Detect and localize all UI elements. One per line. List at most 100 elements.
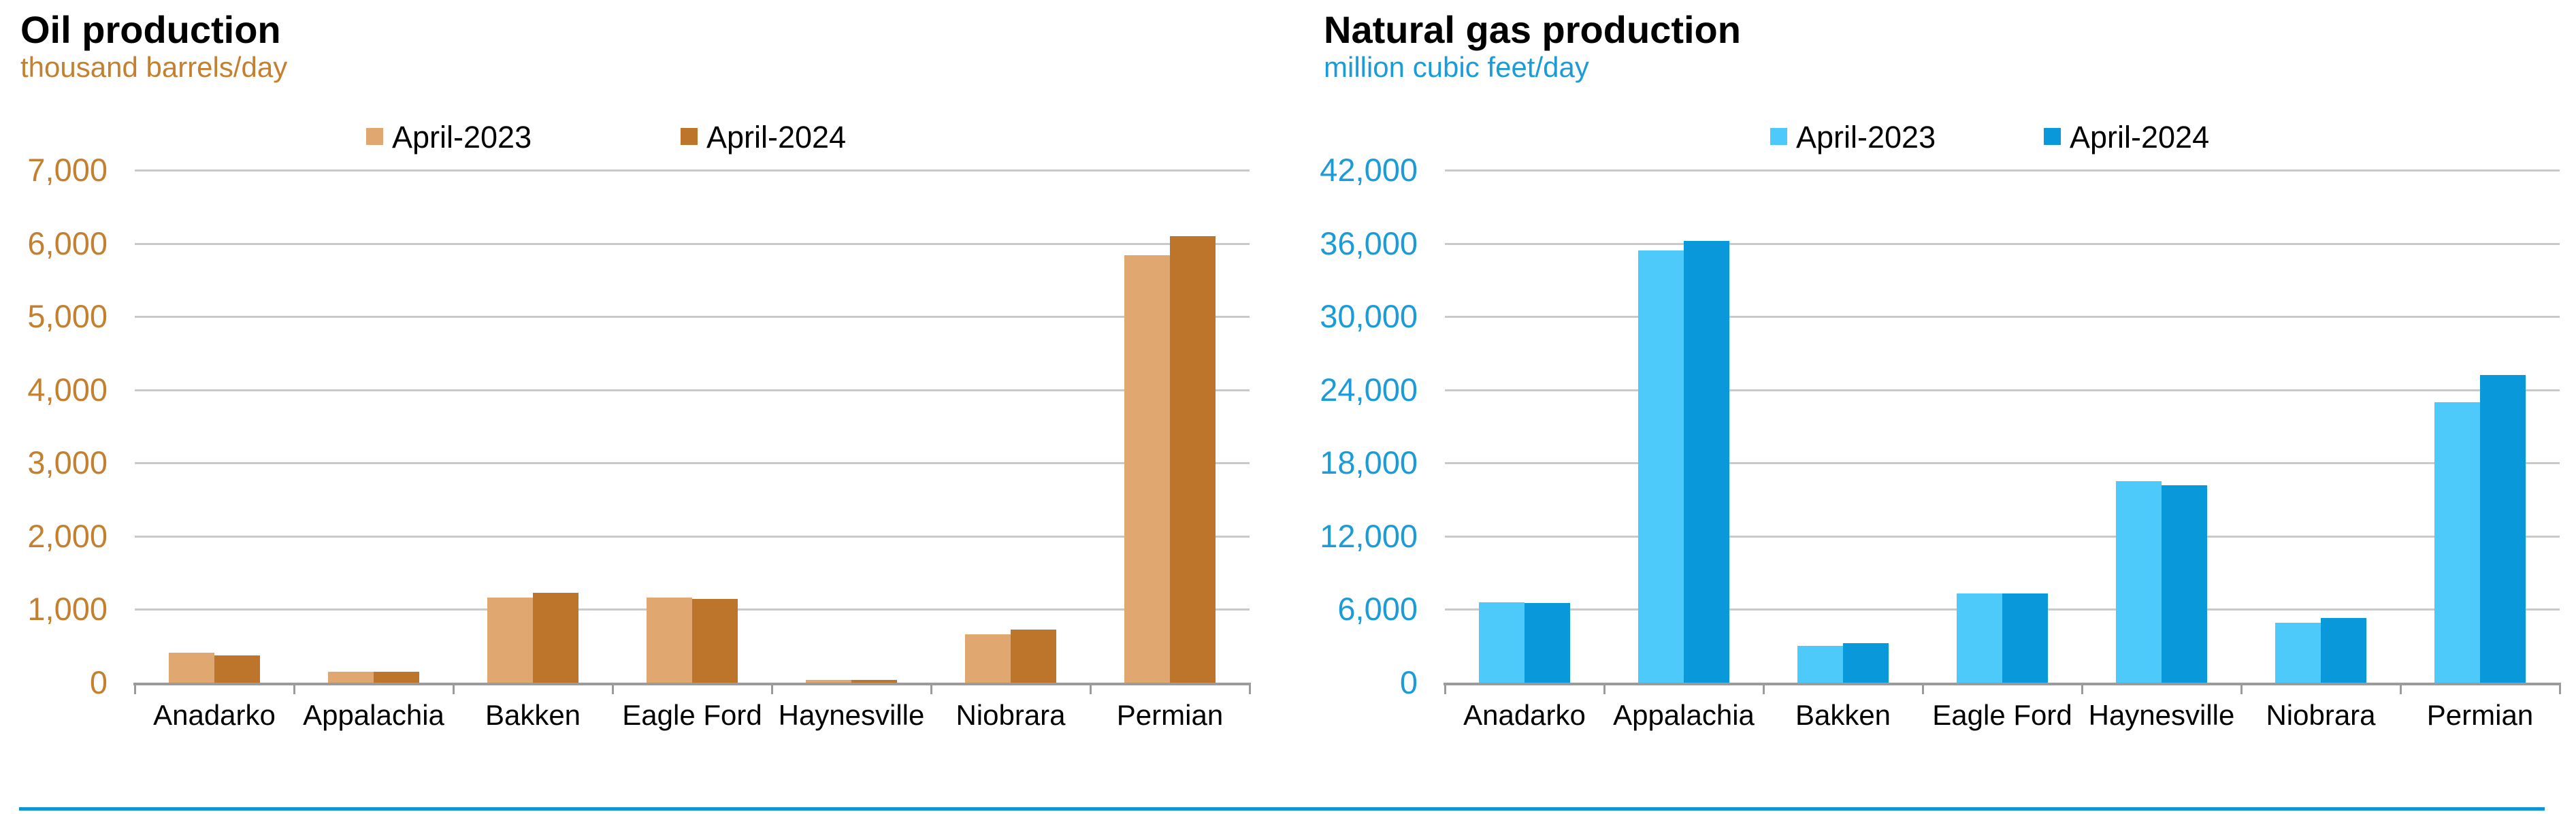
gas-bar-permian-april-2023: [2434, 402, 2480, 683]
gas-category-label-bakken: Bakken: [1795, 699, 1891, 731]
gas-legend-label-april-2023: April-2023: [1796, 120, 1936, 154]
oil-x-tick-3: [612, 683, 614, 694]
oil-ytick-label-6000: 6,000: [27, 225, 108, 261]
oil-ytick-label-7000: 7,000: [27, 152, 108, 188]
oil-legend-label-april-2023: April-2023: [392, 120, 532, 154]
oil-bar-anadarko-april-2023: [169, 653, 214, 683]
gas-x-tick-3: [1922, 683, 1924, 694]
oil-category-label-appalachia: Appalachia: [303, 699, 444, 731]
gas-ytick-label-12000: 12,000: [1320, 518, 1418, 554]
gas-bar-haynesville-april-2024: [2162, 485, 2207, 683]
oil-gridline-6000: [135, 243, 1250, 245]
oil-x-tick-6: [1090, 683, 1092, 694]
gas-bar-permian-april-2024: [2480, 375, 2526, 683]
gas-gridline-30000: [1445, 316, 2560, 318]
oil-x-tick-7: [1249, 683, 1251, 694]
gas-legend-swatch-april-2024: [2044, 128, 2061, 145]
oil-ytick-label-3000: 3,000: [27, 444, 108, 481]
oil-bar-bakken-april-2023: [487, 598, 533, 683]
oil-bar-eagle-ford-april-2023: [647, 598, 692, 683]
oil-bar-bakken-april-2024: [533, 593, 578, 683]
oil-bar-niobrara-april-2024: [1011, 630, 1056, 683]
oil-category-label-niobrara: Niobrara: [956, 699, 1066, 731]
gas-category-label-permian: Permian: [2426, 699, 2534, 731]
gas-x-tick-0: [1444, 683, 1446, 694]
gas-bar-anadarko-april-2023: [1479, 602, 1525, 683]
gas-bar-bakken-april-2024: [1843, 643, 1889, 683]
gas-bar-haynesville-april-2023: [2116, 481, 2162, 683]
gas-ytick-label-24000: 24,000: [1320, 372, 1418, 408]
oil-x-tick-2: [453, 683, 455, 694]
gas-ytick-label-36000: 36,000: [1320, 225, 1418, 261]
oil-gridline-5000: [135, 316, 1250, 318]
gas-bar-appalachia-april-2023: [1638, 250, 1684, 683]
gas-bar-bakken-april-2023: [1797, 646, 1843, 683]
oil-ytick-label-1000: 1,000: [27, 591, 108, 627]
gas-legend-swatch-april-2023: [1770, 128, 1787, 145]
gas-category-label-appalachia: Appalachia: [1613, 699, 1755, 731]
gas-gridline-24000: [1445, 389, 2560, 391]
oil-category-label-haynesville: Haynesville: [778, 699, 925, 731]
oil-gridline-2000: [135, 536, 1250, 538]
gas-chart-title: Natural gas production: [1324, 8, 1741, 51]
oil-gridline-3000: [135, 462, 1250, 464]
oil-x-tick-0: [134, 683, 136, 694]
oil-legend-swatch-april-2023: [366, 128, 383, 145]
gas-x-tick-2: [1763, 683, 1765, 694]
oil-ytick-label-0: 0: [89, 664, 108, 700]
gas-x-tick-1: [1603, 683, 1605, 694]
gas-x-tick-7: [2559, 683, 2561, 694]
oil-ytick-label-4000: 4,000: [27, 372, 108, 408]
oil-category-label-bakken: Bakken: [485, 699, 581, 731]
oil-chart-title: Oil production: [20, 8, 281, 51]
oil-chart-subtitle: thousand barrels/day: [20, 51, 288, 83]
gas-bar-eagle-ford-april-2024: [2002, 593, 2048, 683]
gas-x-tick-4: [2081, 683, 2083, 694]
footer-accent-rule: [19, 807, 2545, 811]
oil-bar-permian-april-2023: [1124, 255, 1170, 683]
oil-bar-appalachia-april-2023: [328, 672, 374, 683]
oil-category-label-permian: Permian: [1116, 699, 1224, 731]
gas-ytick-label-30000: 30,000: [1320, 298, 1418, 334]
oil-gridline-7000: [135, 169, 1250, 172]
oil-bar-anadarko-april-2024: [214, 655, 260, 683]
oil-bar-permian-april-2024: [1170, 236, 1216, 683]
gas-x-axis: [1444, 683, 2561, 685]
oil-bar-haynesville-april-2023: [806, 680, 851, 683]
gas-x-tick-5: [2240, 683, 2243, 694]
gas-bar-eagle-ford-april-2023: [1957, 593, 2002, 683]
oil-gridline-4000: [135, 389, 1250, 391]
gas-bar-niobrara-april-2023: [2275, 623, 2321, 683]
gas-gridline-18000: [1445, 462, 2560, 464]
oil-x-tick-1: [293, 683, 295, 694]
oil-x-tick-4: [771, 683, 773, 694]
gas-category-label-niobrara: Niobrara: [2266, 699, 2376, 731]
gas-bar-anadarko-april-2024: [1525, 603, 1570, 683]
gas-gridline-42000: [1445, 169, 2560, 172]
gas-legend-label-april-2024: April-2024: [2070, 120, 2210, 154]
oil-legend-label-april-2024: April-2024: [706, 120, 847, 154]
gas-ytick-label-18000: 18,000: [1320, 444, 1418, 481]
gas-ytick-label-6000: 6,000: [1337, 591, 1418, 627]
oil-ytick-label-2000: 2,000: [27, 518, 108, 554]
gas-category-label-haynesville: Haynesville: [2088, 699, 2235, 731]
oil-bar-niobrara-april-2023: [965, 634, 1011, 683]
oil-bar-eagle-ford-april-2024: [692, 599, 738, 683]
oil-legend-swatch-april-2024: [681, 128, 698, 145]
gas-ytick-label-0: 0: [1399, 664, 1418, 700]
gas-bar-appalachia-april-2024: [1684, 241, 1729, 683]
oil-category-label-eagle-ford: Eagle Ford: [622, 699, 762, 731]
oil-ytick-label-5000: 5,000: [27, 298, 108, 334]
oil-category-label-anadarko: Anadarko: [153, 699, 276, 731]
gas-chart-subtitle: million cubic feet/day: [1324, 51, 1589, 83]
oil-bar-appalachia-april-2024: [374, 672, 419, 683]
gas-x-tick-6: [2400, 683, 2402, 694]
oil-x-axis: [133, 683, 1251, 685]
oil-x-tick-5: [930, 683, 932, 694]
gas-category-label-eagle-ford: Eagle Ford: [1932, 699, 2072, 731]
gas-category-label-anadarko: Anadarko: [1463, 699, 1586, 731]
gas-bar-niobrara-april-2024: [2321, 618, 2366, 683]
gas-gridline-12000: [1445, 536, 2560, 538]
oil-bar-haynesville-april-2024: [851, 680, 897, 683]
